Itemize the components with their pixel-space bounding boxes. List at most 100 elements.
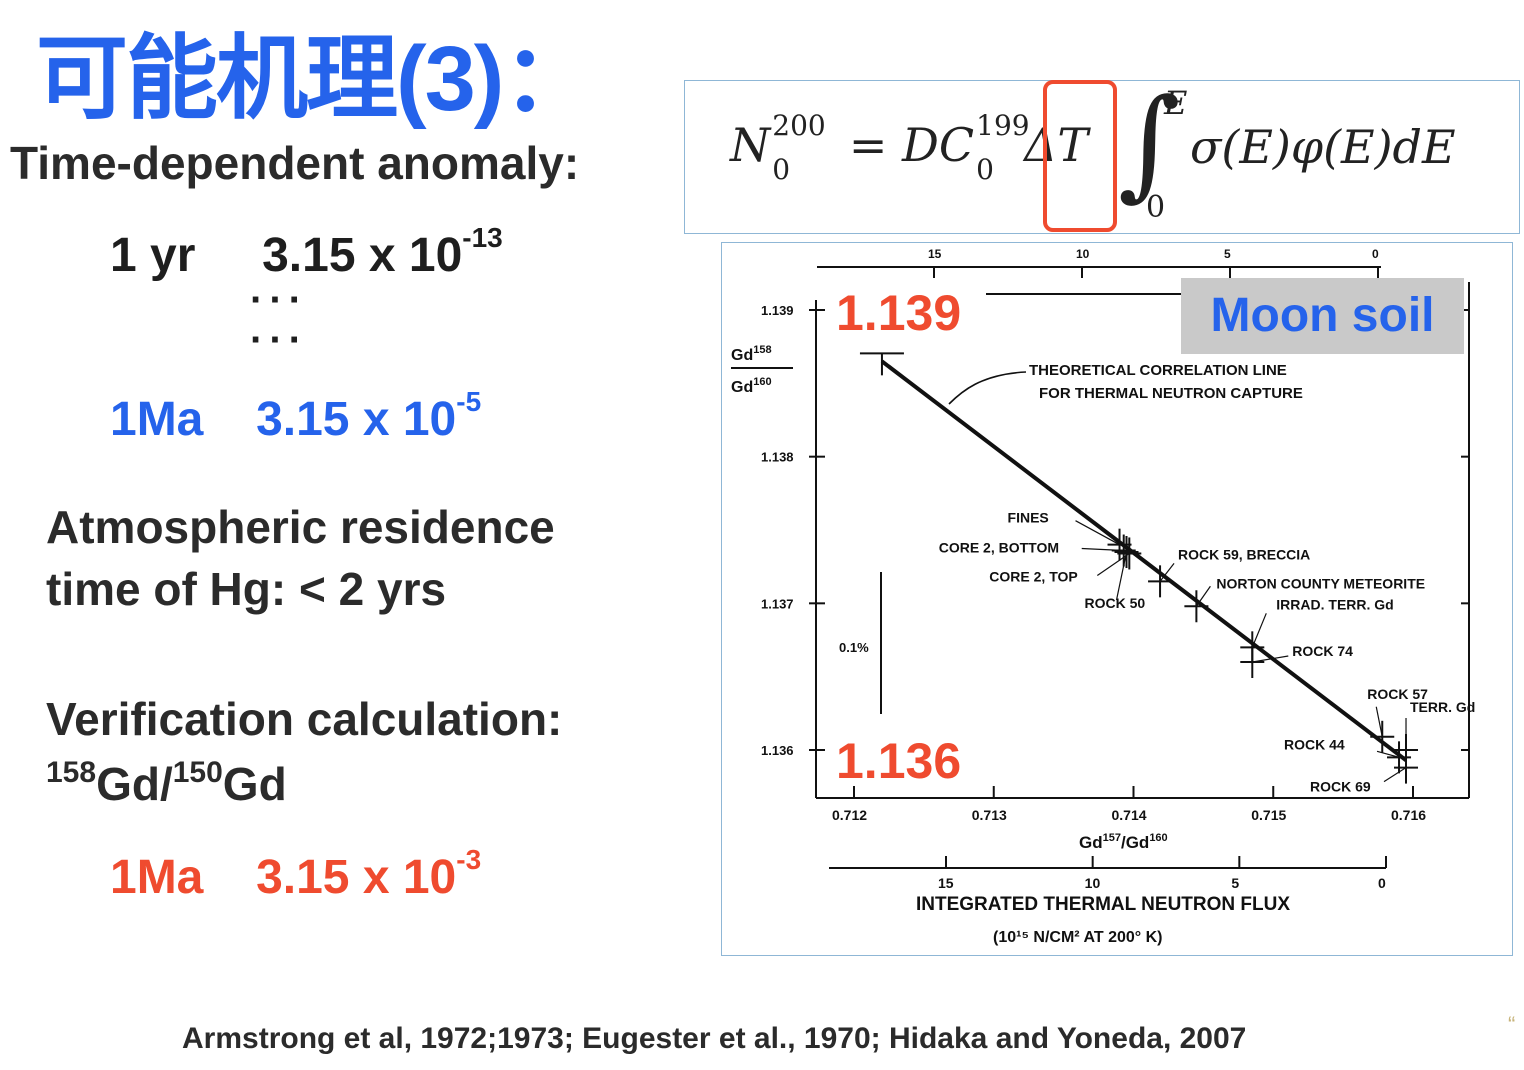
data-point-label-1: CORE 2, BOTTOM bbox=[939, 540, 1059, 556]
x-tick-label-2: 0.714 bbox=[1112, 807, 1147, 823]
theory-line-label-2: FOR THERMAL NEUTRON CAPTURE bbox=[1039, 385, 1303, 402]
gd-iso2: 150 bbox=[172, 756, 223, 789]
y-axis-label-den: Gd160 bbox=[731, 376, 772, 396]
data-point-leader-6 bbox=[1251, 613, 1267, 648]
data-point-5 bbox=[1184, 590, 1209, 623]
formula-n-sup: 200 bbox=[772, 109, 826, 142]
y-tick-label-0: 1.139 bbox=[761, 303, 794, 318]
top-tick-label-0: 15 bbox=[928, 247, 942, 261]
x-tick-label-0: 0.712 bbox=[832, 807, 867, 823]
formula-c-sup: 199 bbox=[976, 109, 1030, 142]
formula-n-sub: 0 bbox=[772, 153, 791, 186]
formula-lhs: N 200 0 = DC 199 0 ΔT bbox=[730, 109, 1089, 186]
flux-axis-label-2: (10¹⁵ N/CM² AT 200° K) bbox=[993, 929, 1162, 946]
y-tick-label-1: 1.138 bbox=[761, 450, 794, 465]
formula-eq: = DC bbox=[848, 118, 975, 172]
gd-isotope-chart: 0.1% Gd158 Gd160 Gd157/Gd160 INTEGRATED … bbox=[731, 247, 1476, 946]
row-1ma-label: 1Ma bbox=[110, 393, 204, 446]
y-tick-label-2: 1.137 bbox=[761, 596, 794, 611]
data-point-leader-5 bbox=[1195, 585, 1211, 607]
y-tick-label-3: 1.136 bbox=[761, 743, 794, 758]
integral-sign: ∫ bbox=[1118, 74, 1181, 213]
data-point-label-11: ROCK 69 bbox=[1310, 779, 1371, 795]
atmospheric-line1: Atmospheric residence bbox=[46, 501, 555, 553]
data-point-label-2: CORE 2, TOP bbox=[989, 568, 1077, 584]
data-points: FINES CORE 2, BOTTOM CORE 2, TOP ROCK 50 ROC… bbox=[939, 510, 1476, 795]
data-point-label-5: NORTON COUNTY METEORITE bbox=[1216, 575, 1425, 591]
moon-soil-badge: Moon soil bbox=[1181, 278, 1464, 354]
data-point-label-9: TERR. Gd bbox=[1410, 699, 1475, 715]
data-point-label-3: ROCK 50 bbox=[1085, 595, 1146, 611]
flux-tick-label-3: 0 bbox=[1378, 875, 1386, 891]
overlay-bottom-value: 1.136 bbox=[836, 733, 962, 789]
top-axis-ticks: 15 10 5 0 bbox=[928, 247, 1379, 278]
slide-title: 可能机理(3)： bbox=[36, 28, 594, 130]
row-1ma-exponent: -5 bbox=[456, 386, 482, 417]
row-1ma-value: 3.15 x 10 bbox=[256, 393, 457, 446]
row-1yr-value: 3.15 x 10 bbox=[262, 229, 463, 282]
citation: Armstrong et al, 1972;1973; Eugester et … bbox=[182, 1022, 1247, 1055]
theory-line-group bbox=[859, 352, 1408, 762]
corner-mark: “ bbox=[1508, 1012, 1516, 1037]
overlay-top-value: 1.139 bbox=[836, 285, 962, 341]
data-point-leader-4 bbox=[1159, 562, 1175, 582]
data-point-leader-3 bbox=[1115, 551, 1128, 601]
x-tick-label-4: 0.716 bbox=[1391, 807, 1426, 823]
formula-c-indices: 199 0 bbox=[974, 109, 1029, 186]
flux-axis-ticks: 15 10 5 0 bbox=[938, 856, 1387, 891]
data-point-label-6: IRRAD. TERR. Gd bbox=[1276, 596, 1393, 612]
gd-text1: Gd/ bbox=[96, 758, 173, 810]
verification-row-exponent: -3 bbox=[456, 844, 482, 875]
data-point-4 bbox=[1148, 565, 1173, 598]
time-dependent-heading: Time-dependent anomaly: bbox=[10, 137, 580, 189]
moon-soil-label: Moon soil bbox=[1210, 289, 1435, 342]
ellipsis-1: ··· bbox=[250, 278, 308, 322]
x-tick-label-1: 0.713 bbox=[972, 807, 1007, 823]
gd-ratio-label: 158Gd/150Gd bbox=[46, 756, 287, 811]
data-point-leader-10 bbox=[1376, 750, 1400, 758]
x-tick-label-3: 0.715 bbox=[1251, 807, 1286, 823]
y-axis-label-num: Gd158 bbox=[731, 344, 772, 364]
data-point-leader-0 bbox=[1075, 520, 1120, 546]
data-point-label-8: ROCK 57 bbox=[1367, 686, 1428, 702]
data-point-label-10: ROCK 44 bbox=[1284, 736, 1345, 752]
data-point-0 bbox=[1107, 528, 1132, 561]
verification-row: 1Ma 3.15 x 10-3 bbox=[110, 844, 481, 905]
delta-t-highlight bbox=[1043, 80, 1117, 232]
row-1yr-exponent: -13 bbox=[462, 222, 503, 253]
verification-heading: Verification calculation: bbox=[46, 693, 563, 745]
data-point-leader-1 bbox=[1081, 547, 1124, 552]
formula-n: N bbox=[730, 118, 771, 172]
verification-row-label: 1Ma bbox=[110, 851, 204, 904]
verification-row-value: 3.15 x 10 bbox=[256, 851, 457, 904]
scale-bar-label: 0.1% bbox=[839, 640, 869, 655]
formula-delta-t: ΔT bbox=[1024, 118, 1089, 172]
row-1ma: 1Ma 3.15 x 10-5 bbox=[110, 386, 481, 447]
flux-tick-label-0: 15 bbox=[938, 875, 954, 891]
data-point-leader-11 bbox=[1383, 767, 1407, 783]
data-point-label-0: FINES bbox=[1008, 510, 1049, 526]
top-tick-label-2: 5 bbox=[1224, 247, 1231, 261]
x-ticks: 0.712 0.713 0.714 0.715 0.716 bbox=[832, 786, 1426, 823]
theory-line bbox=[880, 359, 1408, 762]
row-1yr-label: 1 yr bbox=[110, 229, 196, 282]
top-tick-label-1: 10 bbox=[1076, 247, 1090, 261]
ellipsis-2: ··· bbox=[250, 318, 308, 362]
formula-box bbox=[684, 80, 1520, 234]
integral-lower: 0 bbox=[1146, 190, 1166, 225]
data-point-leader-2 bbox=[1096, 552, 1130, 576]
flux-tick-label-2: 5 bbox=[1231, 875, 1239, 891]
formula-n-indices: 200 0 bbox=[770, 109, 834, 186]
top-tick-label-3: 0 bbox=[1372, 247, 1379, 261]
formula-c-sub: 0 bbox=[976, 153, 994, 186]
data-point-leader-8 bbox=[1375, 706, 1383, 737]
data-point-label-7: ROCK 74 bbox=[1292, 643, 1353, 659]
theory-line-label-1: THEORETICAL CORRELATION LINE bbox=[1029, 362, 1287, 379]
formula-integrand: σ(E)φ(E)dE bbox=[1190, 120, 1456, 174]
y-ticks: 1.139 1.138 1.137 1.136 bbox=[761, 303, 1469, 758]
data-point-label-4: ROCK 59, BRECCIA bbox=[1178, 546, 1310, 562]
atmospheric-line2: time of Hg: < 2 yrs bbox=[46, 563, 447, 615]
flux-axis-label-1: INTEGRATED THERMAL NEUTRON FLUX bbox=[916, 894, 1290, 915]
flux-tick-label-1: 10 bbox=[1085, 875, 1101, 891]
theory-line-leader bbox=[948, 371, 1027, 405]
